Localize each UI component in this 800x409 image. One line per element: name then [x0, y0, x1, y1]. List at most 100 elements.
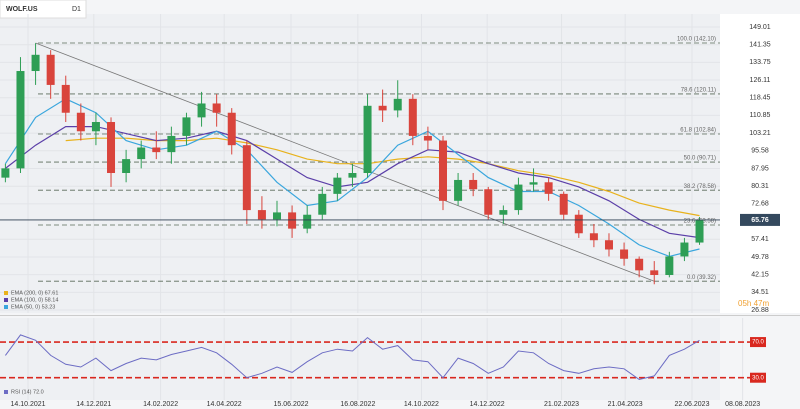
- candle-body: [469, 179, 478, 190]
- candle-body: [333, 177, 342, 194]
- x-tick-label: 14.02.2022: [143, 401, 178, 408]
- legend-swatch: [4, 390, 8, 394]
- candle-body: [499, 210, 508, 215]
- price-axis: [720, 14, 800, 313]
- candle-body: [288, 212, 297, 229]
- candle-body: [167, 135, 176, 153]
- fib-label: 50.0 (90.71): [684, 156, 716, 162]
- candle-body: [197, 103, 206, 118]
- y-tick-label: 72.68: [751, 201, 769, 208]
- rsi-level-box: [750, 372, 766, 383]
- candle-body: [393, 98, 402, 111]
- y-tick-label: 126.11: [750, 77, 771, 84]
- countdown: 05h 47m: [738, 299, 769, 308]
- ema-line: [4, 98, 700, 258]
- y-tick-label: 34.51: [751, 289, 769, 296]
- legend-swatch: [4, 291, 8, 295]
- legend-swatch: [4, 298, 8, 302]
- x-tick-label: 14.04.2022: [207, 401, 242, 408]
- x-tick-label: 14.12.2021: [76, 401, 111, 408]
- legend-label: EMA (50, 0) 53.23: [11, 304, 55, 310]
- candle-body: [574, 214, 583, 234]
- candle-body: [635, 258, 644, 271]
- x-tick-label: 14.12.2022: [470, 401, 505, 408]
- fib-label: 0.0 (39.32): [687, 275, 716, 281]
- rsi-tick-label: 30.0: [752, 375, 764, 381]
- candle-body: [484, 189, 493, 215]
- y-tick-label: 133.75: [749, 59, 771, 66]
- y-tick-label: 42.15: [751, 271, 769, 278]
- symbol: WOLF.US: [6, 6, 38, 13]
- candle-body: [559, 193, 568, 215]
- candle-body: [273, 212, 282, 220]
- x-tick-label: 21.02.2023: [544, 401, 579, 408]
- x-tick-label: 15.06.2022: [273, 401, 308, 408]
- fib-label: 38.2 (78.58): [684, 184, 716, 190]
- candle-body: [182, 117, 191, 136]
- x-tick-label: 14.10.2022: [404, 401, 439, 408]
- fib-label: 61.8 (102.84): [680, 128, 716, 134]
- candle-body: [318, 193, 327, 215]
- candle-body: [620, 249, 629, 259]
- x-tick-label: 22.06.2023: [674, 401, 709, 408]
- y-tick-label: 95.58: [751, 148, 769, 155]
- rsi-level-box: [750, 337, 766, 348]
- candle-body: [76, 112, 85, 132]
- candle-body: [242, 145, 251, 211]
- y-tick-label: 149.01: [749, 24, 771, 31]
- legend-label: EMA (200, 0) 67.61: [11, 290, 58, 296]
- rsi-tick-label: 70.0: [752, 340, 764, 346]
- candle-body: [257, 210, 266, 220]
- rsi-line: [4, 334, 700, 381]
- fib-label: 100.0 (142.10): [677, 37, 716, 43]
- toolbar[interactable]: [0, 0, 87, 19]
- candle-body: [137, 147, 146, 160]
- candle-body: [91, 122, 100, 132]
- candle-body: [529, 182, 538, 185]
- candle-body: [227, 112, 236, 146]
- candle-body: [454, 179, 463, 201]
- candle-body: [695, 219, 704, 243]
- y-tick-label: 49.78: [751, 254, 769, 261]
- candle-body: [107, 122, 116, 174]
- legend-label: EMA (100, 0) 58.14: [11, 297, 58, 303]
- y-tick-label: 26.88: [751, 307, 769, 314]
- last-price-box: [740, 213, 780, 226]
- y-tick-label: 87.95: [751, 165, 769, 172]
- candle-body: [122, 159, 131, 174]
- x-tick-label: 21.04.2023: [608, 401, 643, 408]
- candle-body: [212, 103, 221, 113]
- y-tick-label: 57.41: [751, 236, 769, 243]
- trendline: [35, 42, 655, 282]
- y-tick-label: 103.21: [749, 130, 771, 137]
- candle-body: [423, 135, 432, 141]
- legend-swatch: [4, 305, 8, 309]
- candle-body: [544, 182, 553, 194]
- rsi-legend: RSI (14) 72.0: [11, 389, 44, 395]
- candle-body: [348, 173, 357, 178]
- candle-body: [408, 98, 417, 136]
- y-tick-label: 110.85: [750, 112, 771, 119]
- x-tick-label: 08.08.2023: [725, 401, 760, 408]
- candle-body: [152, 147, 161, 153]
- candle-body: [438, 140, 447, 201]
- candle-body: [31, 54, 40, 72]
- interval[interactable]: D1: [72, 6, 81, 13]
- candle-body: [363, 105, 372, 174]
- rsi-panel: [0, 318, 720, 400]
- candle-body: [303, 214, 312, 229]
- candle-body: [680, 242, 689, 257]
- x-tick-label: 14.10.2021: [11, 401, 46, 408]
- candle-body: [16, 71, 25, 169]
- candle-body: [378, 105, 387, 111]
- candle-body: [650, 270, 659, 275]
- candle-body: [604, 240, 613, 250]
- candle-body: [61, 84, 70, 113]
- y-tick-label: 141.35: [749, 42, 771, 49]
- candle-body: [514, 184, 523, 211]
- candle-body: [46, 54, 55, 85]
- y-tick-label: 80.31: [751, 183, 769, 190]
- candle-body: [1, 168, 10, 178]
- y-tick-label: 118.45: [750, 95, 771, 102]
